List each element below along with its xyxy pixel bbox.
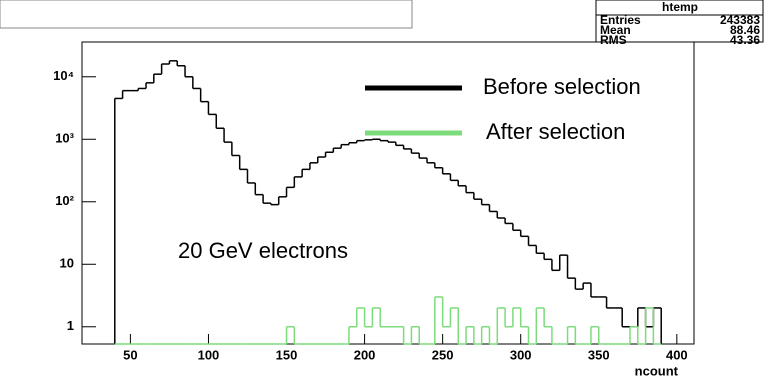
x-tick-label: 250 xyxy=(432,347,454,362)
annotation: 20 GeV electrons xyxy=(178,238,348,263)
x-tick-label: 150 xyxy=(276,347,298,362)
plot-frame xyxy=(81,41,695,345)
stats-key: Mean xyxy=(600,23,631,37)
stats-key: Entries xyxy=(600,13,641,27)
stats-value: 88.46 xyxy=(730,23,760,37)
title-box xyxy=(0,0,413,29)
y-tick-label: 10² xyxy=(55,193,74,208)
stats-value: 43.36 xyxy=(730,33,760,47)
histogram-edges xyxy=(114,60,662,344)
x-tick-label: 200 xyxy=(354,347,376,362)
y-tick-label: 10⁴ xyxy=(53,68,74,83)
histogram-edges xyxy=(285,296,655,344)
y-tick-label: 1 xyxy=(67,318,74,333)
x-tick-label: 350 xyxy=(588,347,610,362)
stats-key: RMS xyxy=(600,33,627,47)
x-axis-label: ncount xyxy=(635,363,679,378)
x-tick-label: 100 xyxy=(198,347,220,362)
stats-title: htemp xyxy=(662,0,698,14)
legend-label: Before selection xyxy=(483,74,641,99)
x-tick-label: 400 xyxy=(666,347,688,362)
x-tick-label: 50 xyxy=(123,347,137,362)
stats-box xyxy=(595,0,764,43)
legend-label: After selection xyxy=(486,119,625,144)
y-tick-label: 10 xyxy=(60,256,74,271)
y-tick-label: 10³ xyxy=(55,131,74,146)
x-tick-label: 300 xyxy=(510,347,532,362)
stats-value: 243383 xyxy=(720,13,760,27)
